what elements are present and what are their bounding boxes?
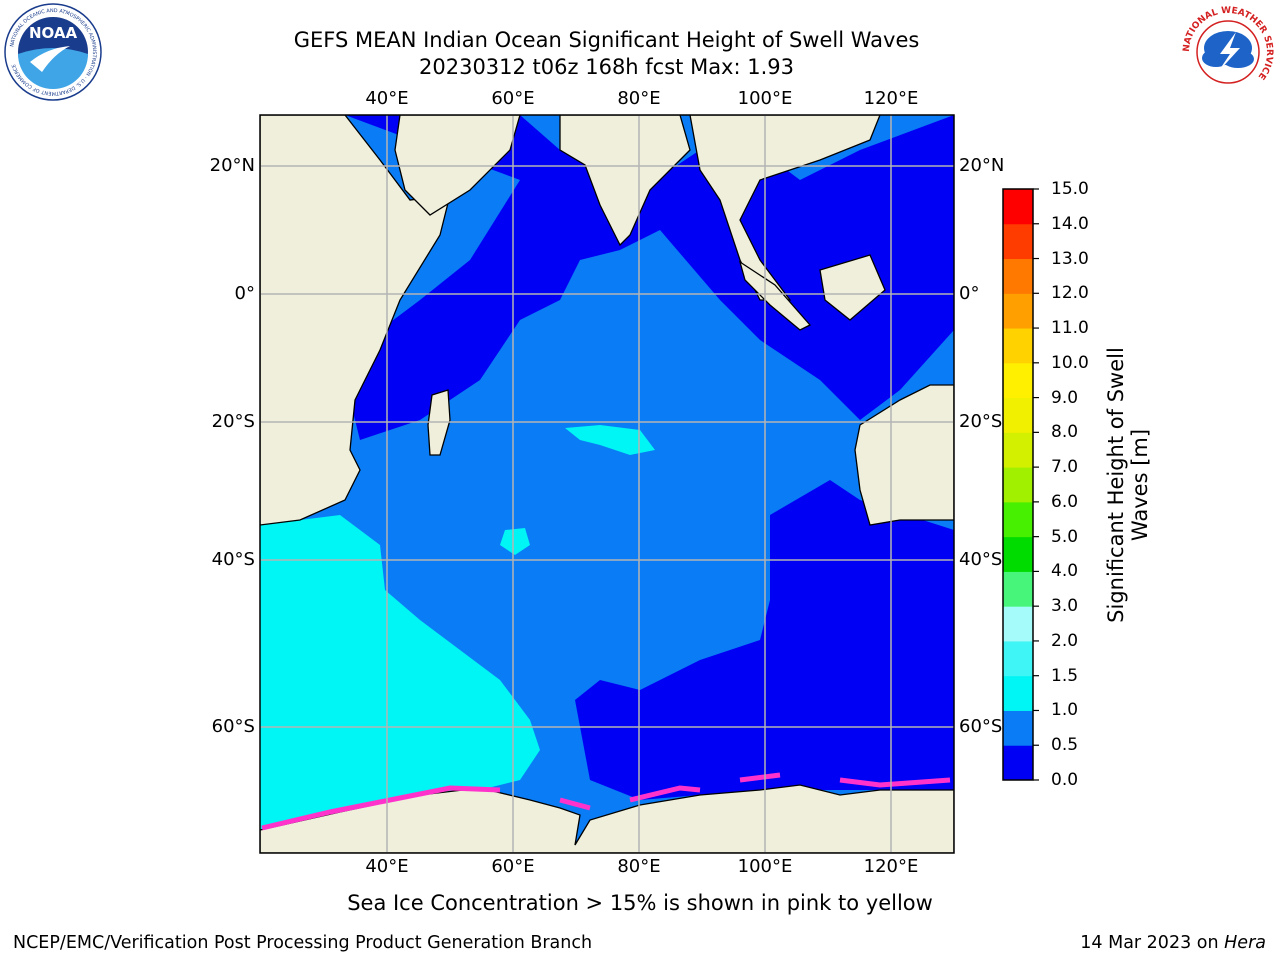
colorbar-segment — [1003, 223, 1033, 260]
noaa-logo-text: NOAA — [29, 24, 78, 42]
colorbar-segment — [1003, 536, 1033, 572]
colorbar-tick-label: 0.5 — [1051, 735, 1079, 756]
high-swell-patch-small — [500, 528, 530, 555]
lat-tick-left-20n: 20°N — [209, 155, 255, 176]
colorbar-segment — [1003, 189, 1033, 225]
colorbar-tick-label: 7.0 — [1051, 457, 1079, 478]
footer-credit: NCEP/EMC/Verification Post Processing Pr… — [13, 933, 593, 953]
colorbar-segment — [1003, 432, 1033, 468]
land-asia-east — [689, 115, 881, 301]
colorbar-segment — [1003, 467, 1033, 503]
footer-machine: Hera — [1224, 933, 1266, 953]
land-sumatra — [738, 260, 812, 331]
chart-title: GEFS MEAN Indian Ocean Significant Heigh… — [293, 28, 920, 52]
colorbar-tick-label: 1.0 — [1051, 700, 1079, 721]
colorbar-tick-label: 13.0 — [1051, 248, 1089, 269]
lon-tick-top-100e: 100°E — [737, 88, 793, 109]
colorbar-segment — [1003, 640, 1033, 677]
colorbar-tick-label: 11.0 — [1051, 318, 1089, 339]
map-frame — [259, 114, 955, 854]
lat-tick-left-40s: 40°S — [211, 549, 255, 570]
colorbar-tick-label: 9.0 — [1051, 387, 1079, 408]
colorbar-segment — [1003, 571, 1033, 607]
lon-tick-top-80e: 80°E — [617, 88, 661, 109]
colorbar-tick-label: 6.0 — [1051, 491, 1079, 512]
colorbar-segment — [1003, 710, 1033, 746]
colorbar-segment — [1003, 362, 1033, 399]
colorbar-tick-label: 4.0 — [1051, 561, 1079, 582]
colorbar-tick-label: 14.0 — [1051, 213, 1089, 234]
lon-tick-bottom-120e: 120°E — [863, 856, 919, 877]
colorbar-segment — [1003, 745, 1033, 781]
lat-tick-left-60s: 60°S — [211, 716, 255, 737]
chart-subtitle: 20230312 t06z 168h fcst Max: 1.93 — [419, 55, 794, 79]
land-borneo — [819, 254, 886, 321]
lon-tick-top-120e: 120°E — [863, 88, 919, 109]
lon-tick-bottom-40e: 40°E — [365, 856, 409, 877]
sea-ice-note: Sea Ice Concentration > 15% is shown in … — [347, 891, 933, 915]
colorbar-segment — [1003, 675, 1033, 711]
lat-tick-right-0: 0° — [959, 283, 980, 304]
lat-tick-left-0: 0° — [234, 283, 255, 304]
colorbar-tick-label: 3.0 — [1051, 596, 1079, 617]
lat-tick-right-40s: 40°S — [959, 549, 1003, 570]
colorbar — [1002, 188, 1039, 781]
colorbar-frame — [1002, 188, 1034, 781]
colorbar-tick-label: 0.0 — [1051, 770, 1079, 790]
lat-tick-right-20n: 20°N — [959, 155, 1005, 176]
map-plot-area — [260, 115, 954, 853]
lon-tick-top-40e: 40°E — [365, 88, 409, 109]
land-australia — [854, 384, 954, 526]
graticule — [260, 115, 954, 853]
colorbar-segment — [1003, 501, 1033, 538]
colorbar-title: Significant Height of Swell Waves [m] — [1104, 347, 1152, 623]
low-swell-north-indian — [345, 115, 954, 440]
lon-tick-bottom-80e: 80°E — [617, 856, 661, 877]
colorbar-segment — [1003, 397, 1033, 433]
high-swell-patch-central — [565, 425, 655, 455]
colorbar-tick-label: 12.0 — [1051, 283, 1089, 304]
sea-ice-edge — [261, 772, 951, 831]
high-swell-southwest — [260, 515, 540, 830]
land-india — [559, 115, 691, 247]
colorbar-segment — [1003, 606, 1033, 642]
lon-tick-bottom-60e: 60°E — [491, 856, 535, 877]
colorbar-tick-label: 10.0 — [1051, 352, 1089, 373]
lat-tick-right-60s: 60°S — [959, 716, 1003, 737]
lon-tick-bottom-100e: 100°E — [737, 856, 793, 877]
colorbar-segment — [1003, 293, 1033, 329]
nws-logo: NATIONAL WEATHER SERVICE — [1181, 4, 1275, 98]
colorbar-tick-label: 5.0 — [1051, 526, 1079, 547]
footer-date-prefix: 14 Mar 2023 on — [1080, 933, 1225, 953]
noaa-logo: NATIONAL OCEANIC AND ATMOSPHERIC ADMINIS… — [4, 3, 102, 101]
colorbar-tick-label: 2.0 — [1051, 630, 1079, 651]
lat-tick-left-20s: 20°S — [211, 411, 255, 432]
colorbar-tick-label: 1.5 — [1051, 665, 1079, 686]
footer-date: 14 Mar 2023 on Hera — [1080, 933, 1266, 953]
colorbar-segment — [1003, 258, 1033, 294]
lat-tick-right-20s: 20°S — [959, 411, 1003, 432]
colorbar-segment — [1003, 328, 1033, 364]
colorbar-tick-label: 8.0 — [1051, 422, 1079, 443]
land-arabia — [394, 115, 521, 216]
lon-tick-top-60e: 60°E — [491, 88, 535, 109]
colorbar-tick-label: 15.0 — [1051, 179, 1089, 199]
